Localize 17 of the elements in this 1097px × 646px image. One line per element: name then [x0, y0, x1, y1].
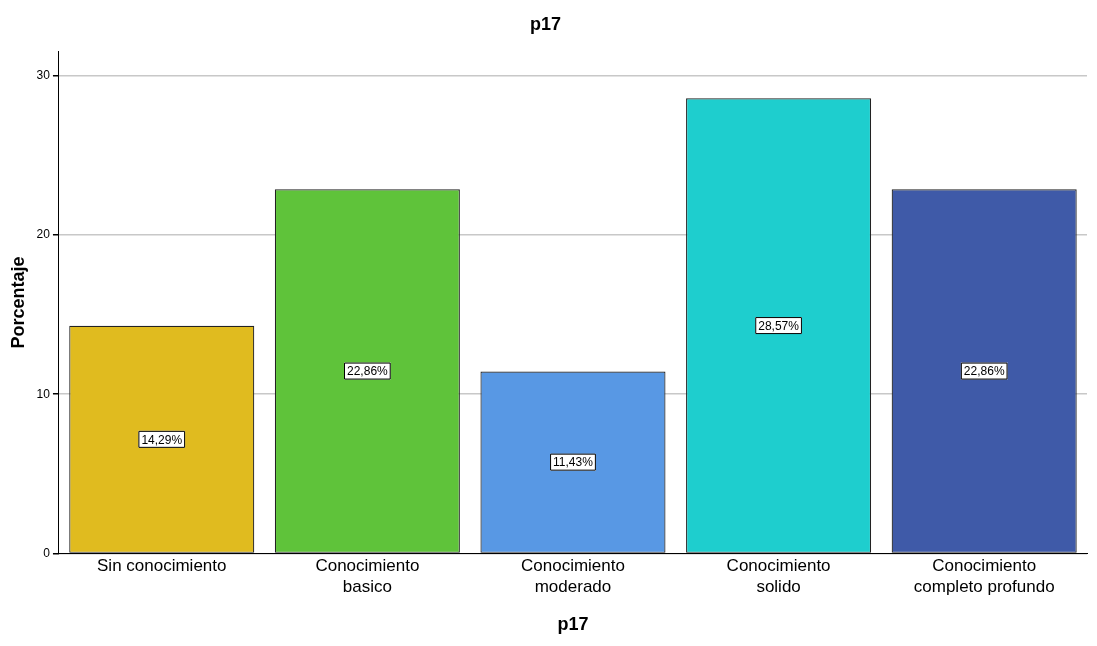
data-label: 22,86%: [347, 364, 389, 379]
x-axis-title: p17: [557, 614, 589, 635]
x-tick-label: Conocimiento basico: [315, 556, 420, 596]
x-tick-label: Sin conocimiento: [97, 556, 227, 576]
data-label: 22,86%: [963, 364, 1005, 379]
x-tick-label: Conocimiento solido: [726, 556, 831, 596]
y-tick-label: 10: [36, 386, 51, 401]
data-label: 11,43%: [553, 455, 594, 470]
x-tick-label: Conocimiento moderado: [521, 556, 625, 596]
x-tick-label: Conocimiento completo profundo: [913, 556, 1055, 596]
y-tick-label: 0: [43, 545, 51, 560]
y-axis-title: Porcentaje: [7, 256, 28, 349]
chart-title: p17: [529, 13, 562, 34]
y-tick-label: 20: [36, 227, 51, 242]
y-tick-label: 30: [36, 67, 51, 82]
data-label: 28,57%: [758, 318, 800, 333]
data-label: 14,29%: [141, 432, 183, 447]
